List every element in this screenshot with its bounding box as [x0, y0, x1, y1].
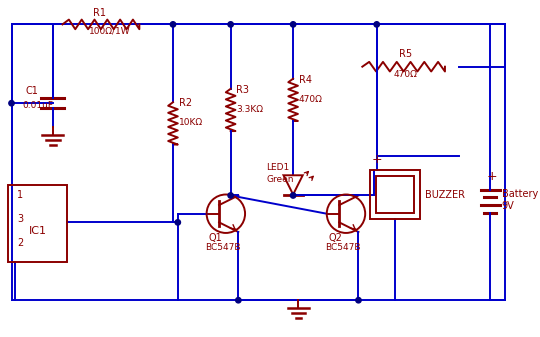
Circle shape [170, 22, 176, 27]
Bar [370, 171, 420, 218]
Text: Q2: Q2 [329, 233, 342, 243]
Text: 470Ω: 470Ω [394, 70, 418, 79]
Text: Green: Green [266, 175, 294, 184]
Text: R4: R4 [299, 74, 312, 85]
Text: +: + [487, 170, 497, 183]
Text: 1: 1 [17, 190, 23, 201]
Text: R1: R1 [93, 8, 106, 18]
Text: 2: 2 [17, 238, 24, 248]
Text: 0.01uF: 0.01uF [22, 101, 53, 110]
Text: LED1: LED1 [266, 163, 289, 173]
Text: C1: C1 [26, 86, 39, 96]
Text: 100Ω/1W: 100Ω/1W [90, 26, 131, 35]
Text: 3: 3 [17, 214, 23, 224]
Text: 10KΩ: 10KΩ [179, 118, 203, 127]
Circle shape [235, 298, 241, 303]
Text: BUZZER: BUZZER [425, 189, 465, 200]
Bar [376, 176, 414, 213]
Text: R5: R5 [399, 49, 412, 59]
Circle shape [228, 22, 233, 27]
Circle shape [9, 100, 14, 106]
Circle shape [374, 22, 380, 27]
Text: Q1: Q1 [208, 233, 222, 243]
Text: 9V: 9V [502, 201, 515, 211]
Text: 470Ω: 470Ω [299, 95, 323, 104]
Text: R3: R3 [237, 85, 249, 95]
Circle shape [291, 193, 296, 198]
Text: R2: R2 [179, 98, 192, 108]
Text: 3.3KΩ: 3.3KΩ [237, 105, 264, 114]
Text: BC547B: BC547B [205, 243, 240, 252]
Circle shape [228, 193, 233, 198]
Text: IC1: IC1 [29, 226, 46, 236]
Circle shape [175, 220, 180, 225]
Circle shape [356, 298, 361, 303]
Text: +: + [372, 153, 382, 166]
Circle shape [291, 22, 296, 27]
Text: Battery: Battery [502, 189, 538, 200]
Text: BC547B: BC547B [325, 243, 360, 252]
Bar [8, 185, 68, 262]
